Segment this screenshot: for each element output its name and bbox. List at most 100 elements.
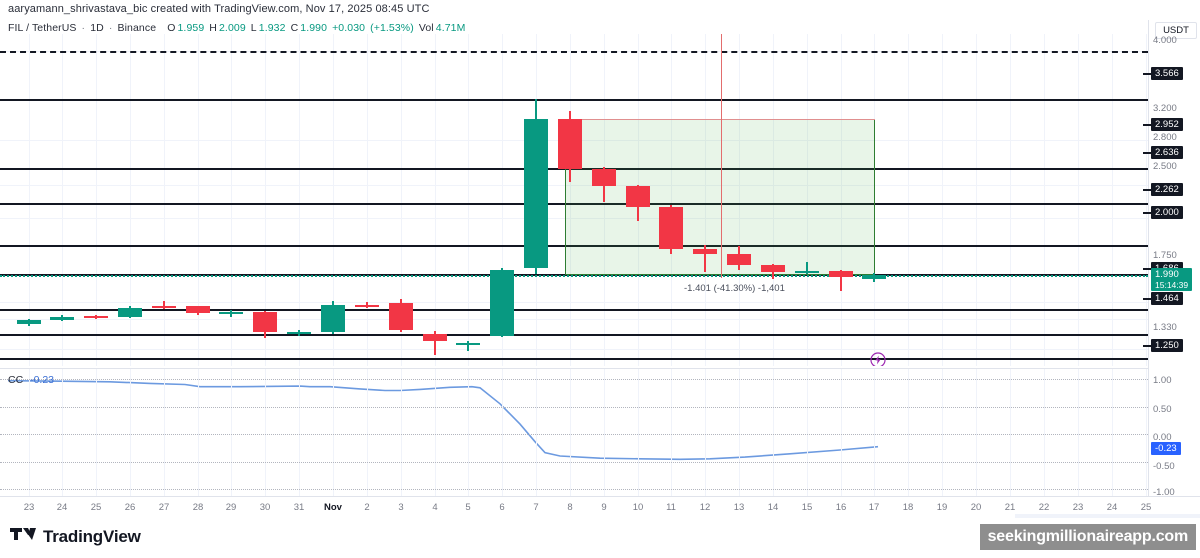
- legend-sep-2: ·: [108, 22, 113, 34]
- price-axis-tick: -0.50: [1153, 461, 1175, 472]
- grid-line-vertical: [401, 34, 402, 366]
- legend-change: +0.030: [332, 22, 366, 34]
- lightning-bolt-icon[interactable]: [870, 352, 886, 366]
- grid-line-vertical: [1078, 369, 1079, 497]
- price-axis-tick: 4.000: [1153, 35, 1177, 46]
- grid-line-vertical: [164, 34, 165, 366]
- time-axis-label: 2: [364, 502, 370, 513]
- legend-close-key: C: [290, 22, 299, 34]
- indicator-grid-line: [0, 379, 1148, 380]
- grid-line-vertical: [1010, 34, 1011, 366]
- indicator-legend[interactable]: CC -0.23: [8, 374, 54, 386]
- site-watermark: seekingmillionaireapp.com: [979, 524, 1196, 550]
- candle-body: [829, 270, 853, 278]
- grid-line-vertical: [198, 369, 199, 497]
- grid-line-vertical: [29, 369, 30, 497]
- measurement-label: -1.401 (-41.30%) -1,401: [684, 283, 785, 295]
- indicator-grid-line: [0, 434, 1148, 435]
- tradingview-logo[interactable]: TradingView: [10, 526, 141, 547]
- candle-body: [287, 332, 311, 335]
- grid-line-vertical: [1010, 369, 1011, 497]
- legend-change-percent: (+1.53%): [370, 22, 414, 34]
- time-axis-label: 28: [192, 502, 204, 513]
- grid-line-vertical: [299, 369, 300, 497]
- time-axis-label: 3: [398, 502, 404, 513]
- indicator-pane[interactable]: [0, 368, 1148, 497]
- grid-line-vertical: [468, 369, 469, 497]
- candle-body: [795, 270, 819, 274]
- time-axis-label: 25: [1140, 502, 1152, 513]
- grid-line-vertical: [62, 34, 63, 366]
- candle-wick: [434, 331, 436, 355]
- time-axis-label: 6: [499, 502, 505, 513]
- price-axis-tick: 3.566: [1151, 67, 1183, 80]
- grid-line-vertical: [773, 369, 774, 497]
- time-axis-label: 17: [868, 502, 880, 513]
- candle-body: [321, 304, 345, 333]
- candle-body: [558, 118, 582, 170]
- price-axis-tick: 2.952: [1151, 118, 1183, 131]
- grid-line-vertical: [976, 369, 977, 497]
- price-axis-tick: 1.330: [1153, 322, 1177, 333]
- legend-high-value: 2.009: [218, 22, 246, 34]
- axis-tick-stub: [1143, 345, 1151, 347]
- grid-line-vertical: [198, 34, 199, 366]
- time-axis-label: Nov: [324, 502, 342, 513]
- price-axis-tick: -0.23: [1151, 442, 1181, 455]
- grid-line-horizontal: [0, 184, 1148, 186]
- indicator-value: -0.23: [30, 374, 55, 386]
- candle-body: [524, 118, 548, 268]
- legend-interval[interactable]: 1D: [90, 22, 104, 34]
- price-level-line: [0, 309, 1148, 312]
- legend-high-key: H: [209, 22, 217, 34]
- grid-line-vertical: [1112, 34, 1113, 366]
- price-level-line: [0, 99, 1148, 102]
- measurement-top-line: [565, 118, 875, 120]
- time-axis[interactable]: 23 24 25 26 27 28 29 30 31 Nov 2 3 4 5 6 7 8 9 10 11 12 13 14 1…: [0, 496, 1200, 519]
- price-chart-pane[interactable]: -1.401 (-41.30%) -1,401: [0, 34, 1148, 366]
- bar-countdown: 15:14:39: [1155, 279, 1189, 290]
- price-level-line: [0, 245, 1148, 248]
- axis-tick-stub: [1143, 189, 1151, 191]
- grid-line-vertical: [468, 34, 469, 366]
- legend-open-key: O: [167, 22, 176, 34]
- time-axis-label: 8: [567, 502, 573, 513]
- indicator-grid-line: [0, 461, 1148, 463]
- legend-symbol[interactable]: FIL / TetherUS: [8, 22, 77, 34]
- grid-line-vertical: [333, 369, 334, 497]
- grid-line-vertical: [570, 369, 571, 497]
- tradingview-logo-icon: [10, 526, 36, 547]
- grid-line-vertical: [164, 369, 165, 497]
- grid-line-vertical: [367, 34, 368, 366]
- current-price-badge[interactable]: 1.990 15:14:39: [1151, 268, 1193, 292]
- price-axis-tick: 2.800: [1153, 132, 1177, 143]
- chart-legend[interactable]: FIL / TetherUS · 1D · Binance O 1.959 H 2.…: [8, 22, 467, 34]
- grid-line-vertical: [807, 369, 808, 497]
- grid-line-vertical: [705, 369, 706, 497]
- legend-exchange[interactable]: Binance: [117, 22, 157, 34]
- price-level-line: [0, 334, 1148, 337]
- legend-low-key: L: [250, 22, 257, 34]
- grid-line-vertical: [841, 369, 842, 497]
- axis-tick-stub: [1143, 124, 1151, 126]
- legend-open-value: 1.959: [177, 22, 205, 34]
- grid-line-vertical: [265, 369, 266, 497]
- axis-tick-stub: [1143, 73, 1151, 75]
- price-axis[interactable]: USDT 4.000 3.566 3.200 2.952 2.800 2.636 2.500…: [1143, 20, 1200, 498]
- grid-line-vertical: [231, 34, 232, 366]
- legend-low-value: 1.932: [258, 22, 286, 34]
- time-axis-label: 31: [293, 502, 305, 513]
- candle-wick: [806, 262, 808, 275]
- grid-line-vertical: [1146, 34, 1147, 366]
- candle-body: [186, 306, 210, 313]
- candle-body: [626, 186, 650, 208]
- grid-line-vertical: [62, 369, 63, 497]
- candle-wick: [467, 341, 469, 352]
- tradingview-wordmark: TradingView: [43, 526, 141, 546]
- grid-line-vertical: [1146, 369, 1147, 497]
- time-axis-label: 7: [533, 502, 539, 513]
- grid-line-vertical: [536, 369, 537, 497]
- indicator-grid-line: [0, 489, 1148, 490]
- grid-line-vertical: [96, 369, 97, 497]
- measurement-rectangle[interactable]: [565, 118, 875, 276]
